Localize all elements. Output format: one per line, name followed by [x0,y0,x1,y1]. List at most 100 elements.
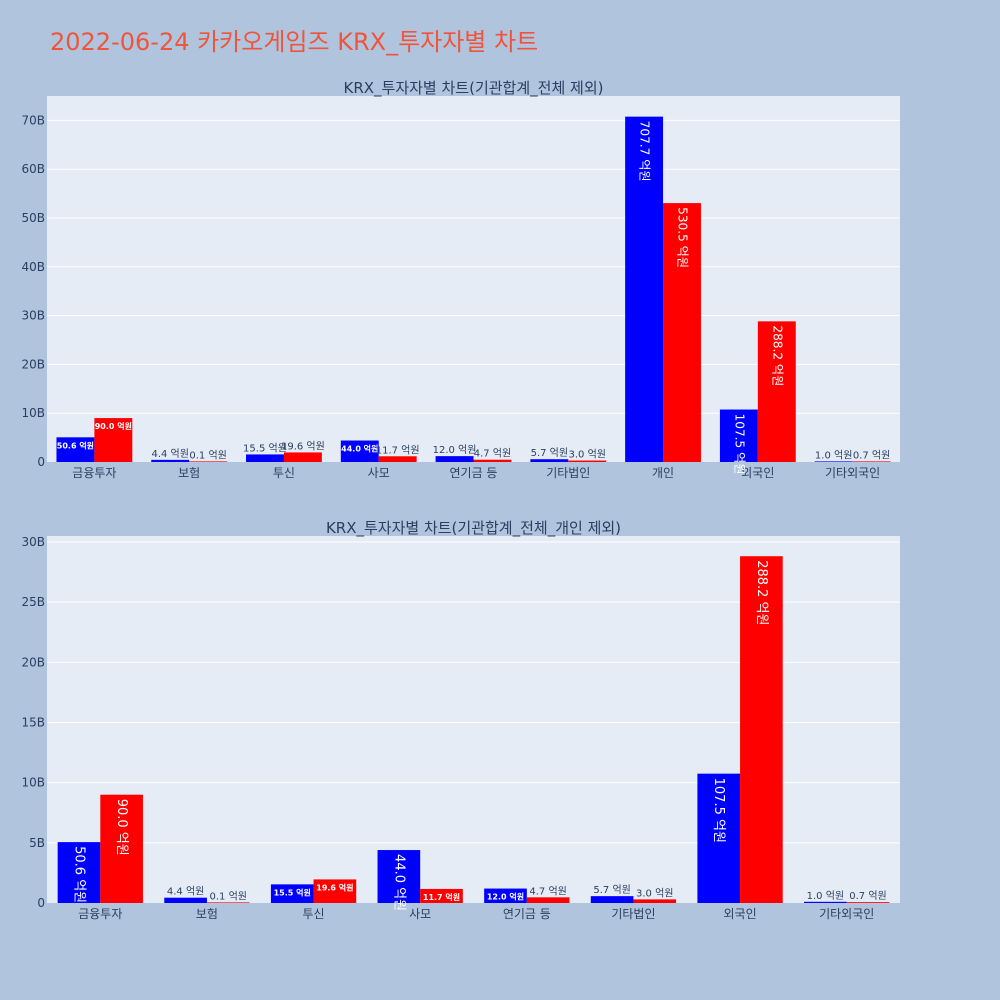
bar [94,418,133,462]
bar [846,902,890,903]
data-label: 12.0 억원 [433,444,477,456]
x-tick-label: 기타법인 [611,907,655,921]
y-tick-label: 0 [37,896,45,910]
data-label: 15.5 억원 [243,442,287,454]
data-label: 0.1 억원 [210,890,247,902]
x-tick-label: 투신 [273,466,295,480]
bar [206,902,250,903]
y-tick-label: 20B [21,357,45,371]
x-tick-label: 보험 [178,466,200,480]
x-tick-label: 사모 [368,466,390,480]
bar [378,456,417,462]
bar [100,794,143,903]
data-label: 4.4 억원 [167,886,204,898]
y-tick-label: 40B [21,260,45,274]
bar [313,879,357,903]
chart-title: KRX_투자자별 차트(기관합계_전체 제외) [344,79,604,98]
bar [625,116,664,463]
data-label: 5.7 억원 [593,884,630,896]
bar [151,459,190,462]
data-label: 0.7 억원 [853,449,890,461]
x-tick-label: 연기금 등 [450,466,498,480]
data-label: 1.0 억원 [807,890,844,902]
bar [719,409,758,462]
data-label: 288.2 억원 [754,560,769,625]
y-tick-label: 30B [21,535,45,549]
bar [246,454,284,462]
data-label: 1.0 억원 [815,449,852,461]
bar [526,897,570,903]
data-label: 5.7 억원 [531,447,568,459]
data-label: 3.0 억원 [636,887,673,899]
bar [420,888,463,903]
bar [435,456,474,462]
data-label: 530.5 억원 [676,207,690,268]
bar [473,459,512,462]
page-title: 2022-06-24 카카오게임즈 KRX_투자자별 차트 [50,28,539,56]
y-tick-label: 20B [21,655,45,669]
bar [814,461,853,462]
x-tick-label: 기타외국인 [819,907,874,921]
data-label: 3.0 억원 [568,449,605,461]
x-tick-label: 외국인 [741,466,774,480]
y-tick-label: 60B [21,162,45,176]
bar [590,896,634,903]
data-label: 4.4 억원 [151,448,188,460]
y-tick-label: 30B [21,309,45,323]
bar [164,897,207,903]
data-label: 11.7 억원 [423,892,460,902]
data-label: 4.7 억원 [474,448,511,460]
bar [283,452,322,462]
y-tick-label: 10B [21,406,45,420]
x-tick-label: 금융투자 [72,466,116,480]
bar [852,461,891,462]
data-label: 90.0 억원 [95,421,132,431]
bar [740,556,783,903]
data-label: 107.5 억원 [732,414,746,475]
data-label: 707.7 억원 [638,121,652,182]
x-tick-label: 금융투자 [78,907,122,921]
x-tick-label: 투신 [303,907,325,921]
data-label: 19.6 억원 [316,882,353,892]
x-tick-label: 기타법인 [546,466,590,480]
x-tick-label: 개인 [652,466,674,480]
y-tick-label: 50B [21,211,45,225]
x-tick-label: 보험 [196,907,218,921]
y-tick-label: 0 [37,455,45,469]
data-label: 15.5 억원 [274,887,311,897]
y-tick-label: 15B [21,716,45,730]
data-label: 4.7 억원 [529,885,566,897]
data-label: 44.0 억원 [341,444,378,454]
chart-top: 0 10B 20B 30B 40B 50B 60B 70B KRX_투자자별 차트(기관합계_전… [21,79,900,480]
y-tick-label: 70B [21,113,45,127]
data-label: 12.0 억원 [487,892,524,902]
data-label: 0.7 억원 [849,890,886,902]
y-tick-label: 10B [21,776,45,790]
data-label: 11.7 억원 [376,444,420,456]
bar [270,884,314,903]
data-label: 0.1 억원 [189,449,226,461]
data-label: 288.2 억원 [770,325,784,386]
bar [56,437,95,462]
bar [757,321,796,462]
bar [530,459,569,462]
data-label: 90.0 억원 [114,799,129,856]
data-label: 44.0 억원 [391,854,406,911]
bar [663,203,701,462]
bar [484,888,527,903]
data-label: 19.6 억원 [281,440,325,452]
bar [568,460,607,462]
bar [804,901,847,903]
bar [57,842,101,903]
x-tick-label: 연기금 등 [503,907,551,921]
data-label: 50.6 억원 [57,440,94,450]
bar [189,461,228,462]
chart-title: KRX_투자자별 차트(기관합계_전체_개인 제외) [326,519,621,538]
bar [340,440,379,462]
bar [633,899,677,903]
y-tick-label: 5B [29,836,45,850]
x-tick-label: 외국인 [724,907,757,921]
bar [377,850,421,903]
y-tick-label: 25B [21,595,45,609]
